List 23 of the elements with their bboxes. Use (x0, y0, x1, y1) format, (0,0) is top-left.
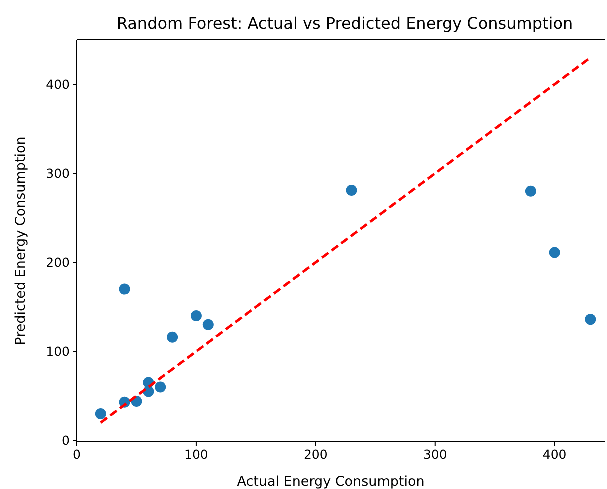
point (155, 382, 166, 393)
point (549, 247, 560, 258)
y-tick-label: 0 (62, 433, 70, 448)
x-tick-label: 0 (73, 447, 82, 462)
point (525, 186, 536, 197)
point (167, 332, 178, 343)
point (585, 314, 596, 326)
x-tick-label: 400 (542, 447, 567, 462)
y-tick-label: 200 (46, 254, 70, 270)
x-tick-label: 300 (423, 447, 448, 462)
x-axis-title: Actual Energy Consumption (237, 474, 425, 489)
point (202, 319, 214, 330)
x-tick-label: 200 (304, 447, 328, 462)
point (95, 408, 106, 420)
y-tick-label: 100 (46, 344, 70, 360)
point (346, 184, 358, 196)
x-tick-label: 100 (184, 447, 208, 462)
point (190, 310, 202, 322)
y-tick-label: 400 (46, 76, 70, 92)
point (119, 284, 130, 295)
y-axis-title: Predicted Energy Consumption (13, 136, 29, 346)
y-tick-label: 300 (46, 166, 70, 181)
chart-title: Random Forest: Actual vs Predicted Energy Consumption (116, 14, 574, 33)
